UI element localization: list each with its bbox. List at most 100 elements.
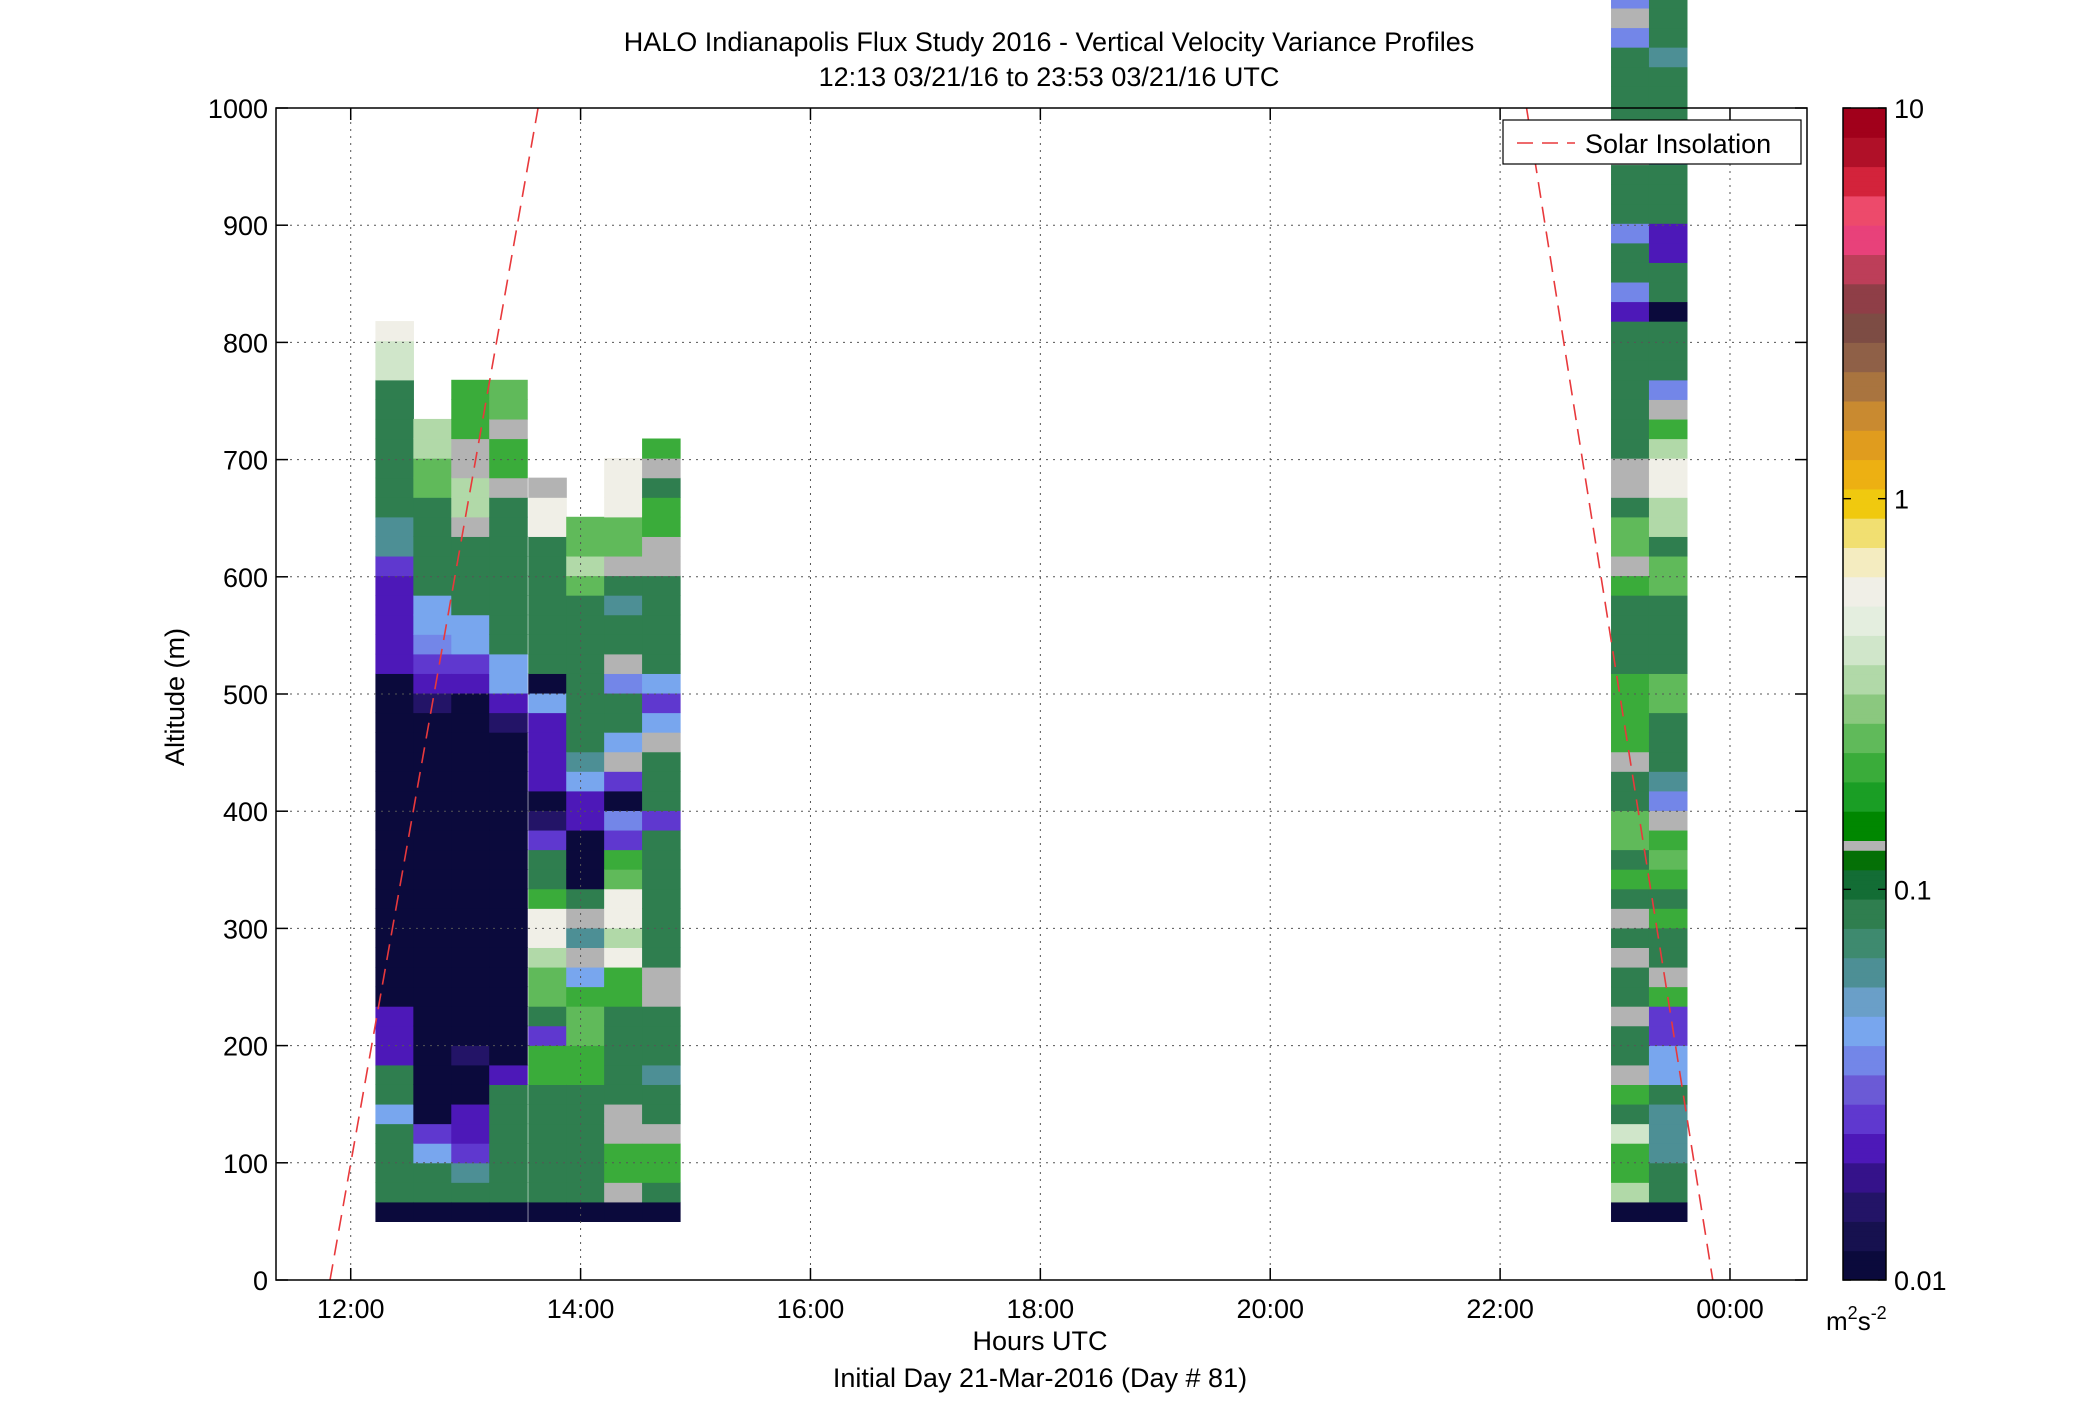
- colorbar-strip: [1843, 1089, 1886, 1095]
- heatmap-cell: [1648, 634, 1688, 655]
- colorbar-strip: [1843, 1182, 1886, 1188]
- colorbar-strip: [1843, 1275, 1886, 1281]
- heatmap-cell: [566, 1045, 605, 1066]
- heatmap-cell: [1611, 0, 1650, 9]
- colorbar-strip: [1843, 996, 1886, 1003]
- colorbar-strip: [1843, 830, 1886, 837]
- colorbar-strip: [1843, 987, 1886, 993]
- heatmap-cell: [1648, 888, 1688, 909]
- heatmap-cell: [1611, 164, 1650, 185]
- heatmap-cell: [375, 555, 414, 577]
- heatmap-cell: [489, 927, 528, 948]
- heatmap-cell: [528, 536, 567, 557]
- heatmap-cell: [1611, 418, 1650, 440]
- colorbar-strip: [1843, 777, 1886, 783]
- heatmap-cell: [1611, 790, 1650, 811]
- chart-subtitle: 12:13 03/21/16 to 23:53 03/21/16 UTC: [819, 62, 1280, 92]
- heatmap-cell: [1648, 732, 1688, 753]
- heatmap-cell: [566, 536, 605, 557]
- heatmap-cell: [375, 634, 414, 655]
- heatmap-cell: [413, 653, 452, 674]
- colorbar-strip: [1843, 1226, 1886, 1232]
- colorbar-strip: [1843, 1157, 1886, 1164]
- heatmap-cell: [642, 908, 681, 929]
- colorbar-ticks: 0.01 0.1 1 10: [1843, 94, 1947, 1296]
- colorbar-strip: [1843, 567, 1886, 573]
- colorbar-strip: [1843, 801, 1886, 807]
- heatmap-cell: [1611, 516, 1650, 537]
- heatmap-cell: [528, 1162, 567, 1183]
- colorbar-strip: [1843, 654, 1886, 661]
- colorbar-strip: [1843, 264, 1886, 270]
- x-tick-label: 12:00: [317, 1294, 385, 1324]
- heatmap-cell: [451, 986, 490, 1007]
- heatmap-cell: [642, 1025, 681, 1046]
- heatmap-cell: [1648, 927, 1688, 948]
- heatmap-cell: [642, 986, 681, 1007]
- colorbar-strip: [1843, 674, 1886, 680]
- heatmap-cell: [1611, 712, 1650, 733]
- heatmap-cell: [642, 712, 681, 733]
- colorbar-strip: [1843, 220, 1886, 226]
- heatmap-cell: [451, 771, 490, 792]
- colorbar-strip: [1843, 610, 1886, 617]
- heatmap-cell: [1611, 399, 1650, 420]
- heatmap-cell: [566, 1201, 605, 1222]
- heatmap-cell: [413, 790, 452, 811]
- heatmap-cell: [375, 340, 414, 361]
- heatmap-cell: [1648, 321, 1688, 342]
- heatmap-cell: [566, 1103, 605, 1125]
- heatmap-cell: [375, 790, 414, 811]
- x-tick-label: 14:00: [547, 1294, 615, 1324]
- heatmap-cell: [566, 692, 605, 714]
- legend-box: [1502, 119, 1802, 165]
- heatmap-cell: [566, 516, 605, 537]
- heatmap-cell: [1648, 1182, 1688, 1203]
- heatmap-cell: [489, 516, 528, 537]
- colorbar-strip: [1843, 469, 1886, 475]
- colorbar-tick-label: 0.1: [1894, 875, 1932, 905]
- heatmap-cell: [489, 849, 528, 870]
- colorbar-strip: [1843, 899, 1886, 905]
- colorbar-strip: [1843, 855, 1886, 861]
- heatmap-cell: [604, 810, 643, 831]
- heatmap-cell: [604, 927, 643, 948]
- colorbar-strip: [1843, 742, 1886, 749]
- heatmap-cell: [451, 692, 490, 714]
- colorbar-strip: [1843, 459, 1886, 465]
- colorbar-strip: [1843, 928, 1886, 934]
- colorbar-strip: [1843, 947, 1886, 954]
- heatmap-cell: [489, 986, 528, 1007]
- colorbar-strip: [1843, 191, 1886, 197]
- heatmap-cell: [1648, 1201, 1688, 1222]
- x-axis-ticks: 12:00 14:00 16:00 18:00 20:00 22:00 00:00: [317, 108, 1764, 1324]
- colorbar-strip: [1843, 694, 1886, 700]
- heatmap-cell: [1648, 379, 1688, 400]
- colorbar-strip: [1843, 869, 1886, 876]
- heatmap-cell: [451, 869, 490, 890]
- colorbar-strip: [1843, 244, 1886, 251]
- heatmap-cell: [528, 1064, 567, 1085]
- colorbar-strip: [1843, 332, 1886, 339]
- colorbar-strip: [1843, 850, 1886, 856]
- heatmap-cell: [451, 673, 490, 694]
- colorbar-strip: [1843, 576, 1886, 583]
- heatmap-cell: [489, 575, 528, 596]
- heatmap-cell: [489, 1103, 528, 1125]
- colorbar-strip: [1843, 391, 1886, 397]
- colorbar-strip: [1843, 620, 1886, 627]
- heatmap-cell: [566, 732, 605, 753]
- colorbar-strip: [1843, 527, 1886, 534]
- x-axis-day-label: Initial Day 21-Mar-2016 (Day # 81): [833, 1363, 1247, 1393]
- colorbar-strip: [1843, 708, 1886, 715]
- colorbar-strip: [1843, 1240, 1886, 1247]
- colorbar-strip: [1843, 952, 1886, 959]
- heatmap-cell: [413, 673, 452, 694]
- colorbar-strip: [1843, 1245, 1886, 1252]
- heatmap-cell: [604, 1084, 643, 1105]
- colorbar-strip: [1843, 796, 1886, 802]
- colorbar-strip: [1843, 1143, 1886, 1149]
- colorbar-strip: [1843, 757, 1886, 763]
- colorbar-strip: [1843, 449, 1886, 456]
- heatmap-cell: [375, 712, 414, 733]
